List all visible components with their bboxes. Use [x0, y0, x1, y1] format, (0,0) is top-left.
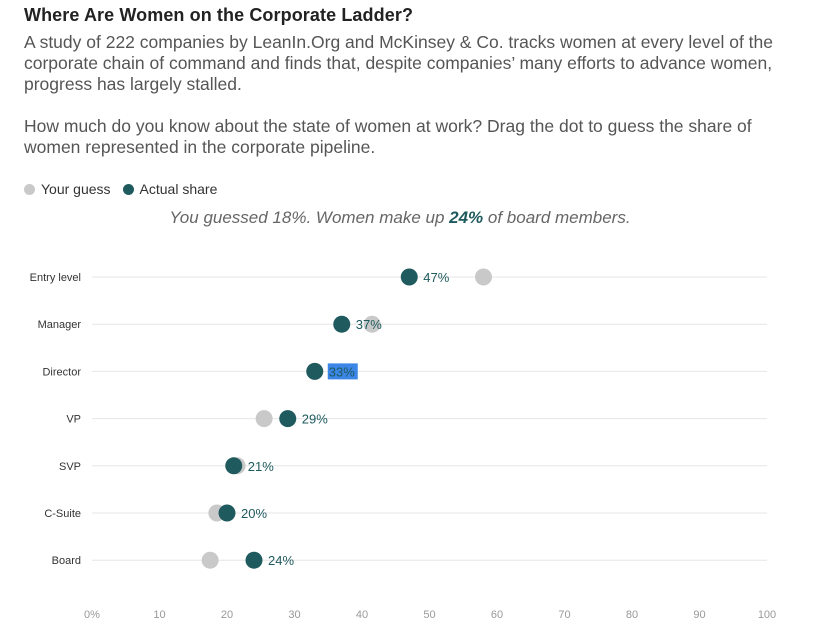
x-tick-label: 100 [758, 609, 776, 621]
description-paragraph-2: How much do you know about the state of … [24, 116, 752, 157]
x-tick-label: 10 [153, 609, 165, 621]
legend-actual-dot [122, 183, 134, 195]
category-label: Manager [38, 319, 82, 331]
guess-dot[interactable] [201, 551, 219, 569]
actual-dot [306, 362, 324, 380]
category-label: C-Suite [44, 508, 81, 520]
x-tick-label: 60 [491, 609, 503, 621]
x-tick-label: 70 [558, 609, 570, 621]
actual-dot [225, 457, 243, 475]
value-label: 29% [302, 412, 328, 427]
actual-dot [333, 315, 351, 333]
value-label: 24% [268, 553, 294, 568]
value-label: 21% [248, 459, 274, 474]
x-tick-label: 90 [693, 609, 705, 621]
value-label: 47% [423, 270, 449, 285]
actual-dot [279, 410, 297, 428]
result-prefix: You guessed 18%. Women make up [169, 208, 450, 227]
value-label: 20% [241, 506, 267, 521]
chart-description: A study of 222 companies by LeanIn.Org a… [24, 32, 794, 158]
description-paragraph-1: A study of 222 companies by LeanIn.Org a… [24, 32, 773, 94]
x-tick-label: 80 [626, 609, 638, 621]
value-label: 37% [356, 317, 382, 332]
result-suffix: of board members. [483, 208, 631, 227]
legend-actual-label: Actual share [139, 181, 218, 197]
category-label: SVP [59, 461, 81, 473]
category-label: Director [42, 366, 81, 378]
category-label: Board [52, 555, 81, 567]
legend-item-actual: Actual share [122, 181, 218, 197]
guess-dot[interactable] [363, 315, 381, 333]
result-message: You guessed 18%. Women make up 24% of bo… [0, 208, 800, 228]
guess-dot[interactable] [475, 268, 492, 286]
value-label-highlight [327, 363, 358, 380]
actual-dot [245, 551, 263, 569]
x-tick-label: 30 [288, 609, 300, 621]
actual-dot [218, 504, 236, 522]
category-label: VP [66, 414, 81, 426]
guess-dot[interactable] [255, 410, 273, 428]
x-tick-label: 0% [84, 609, 100, 621]
x-tick-label: 50 [423, 609, 435, 621]
result-highlight: 24% [449, 208, 484, 227]
chart-title: Where Are Women on the Corporate Ladder? [24, 5, 414, 25]
legend-guess-label: Your guess [41, 181, 111, 197]
legend-guess-dot [24, 183, 35, 195]
actual-dot [400, 268, 418, 286]
legend-item-guess: Your guess [24, 181, 111, 197]
legend: Your guess Actual share [24, 181, 223, 197]
category-label: Entry level [30, 272, 81, 284]
x-tick-label: 20 [221, 609, 233, 621]
x-tick-label: 40 [356, 609, 368, 621]
value-label: 33% [329, 364, 355, 379]
